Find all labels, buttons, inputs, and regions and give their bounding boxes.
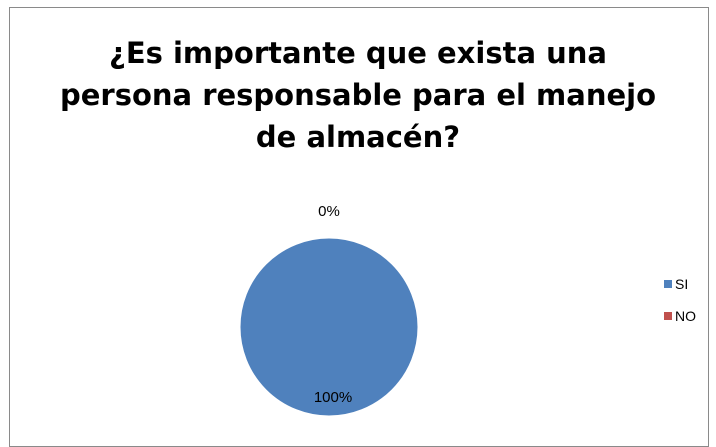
pie-slices	[239, 237, 419, 417]
data-label-no: 0%	[318, 203, 340, 220]
legend-swatch-no	[664, 312, 672, 320]
legend-item-si: SI	[664, 276, 696, 292]
chart-title: ¿Es importante que exista una persona re…	[0, 32, 716, 158]
legend-item-no: NO	[664, 308, 696, 324]
chart-title-line-3: de almacén?	[255, 120, 461, 154]
legend: SI NO	[664, 276, 696, 340]
pie-chart: 100% 0%	[239, 203, 419, 417]
pie-slice-si	[239, 237, 419, 417]
data-label-si: 100%	[314, 389, 352, 406]
legend-swatch-si	[664, 280, 672, 288]
legend-label-si: SI	[675, 276, 689, 292]
chart-title-line-2: persona responsable para el manejo	[59, 78, 657, 112]
legend-label-no: NO	[675, 308, 696, 324]
chart-title-line-1: ¿Es importante que exista una	[109, 36, 607, 70]
